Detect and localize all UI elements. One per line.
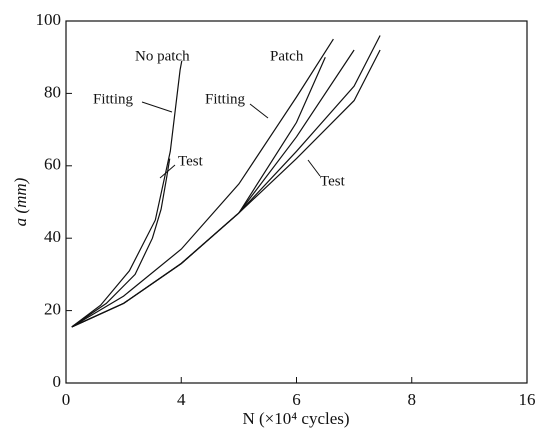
series-line bbox=[71, 38, 334, 328]
y-tick-label: 60 bbox=[44, 155, 61, 174]
x-tick-label: 6 bbox=[292, 390, 301, 409]
annotation: Test bbox=[178, 153, 204, 169]
y-axis-label: a (mm) bbox=[11, 177, 30, 226]
x-tick-label: 8 bbox=[408, 390, 417, 409]
annotation: No patch bbox=[135, 48, 190, 64]
x-tick-label: 0 bbox=[62, 390, 71, 409]
plot-frame bbox=[65, 20, 528, 384]
series-line bbox=[71, 60, 183, 328]
y-tick-label: 100 bbox=[36, 10, 62, 29]
annotation: Fitting bbox=[93, 91, 134, 107]
y-tick-label: 80 bbox=[44, 82, 61, 101]
x-tick-label: 16 bbox=[519, 390, 536, 409]
y-tick-label: 40 bbox=[44, 227, 61, 246]
x-tick-label: 4 bbox=[177, 390, 186, 409]
x-axis-label: N (×10⁴ cycles) bbox=[242, 409, 349, 428]
series-line bbox=[71, 158, 171, 328]
arrow bbox=[249, 103, 269, 119]
series-line bbox=[71, 49, 381, 328]
arrow bbox=[141, 101, 173, 113]
annotation: Fitting bbox=[205, 91, 246, 107]
arrow bbox=[307, 159, 321, 177]
annotation: Patch bbox=[270, 48, 304, 64]
y-tick-label: 20 bbox=[44, 300, 61, 319]
annotation: Test bbox=[320, 173, 346, 189]
y-tick-label: 0 bbox=[53, 372, 62, 391]
